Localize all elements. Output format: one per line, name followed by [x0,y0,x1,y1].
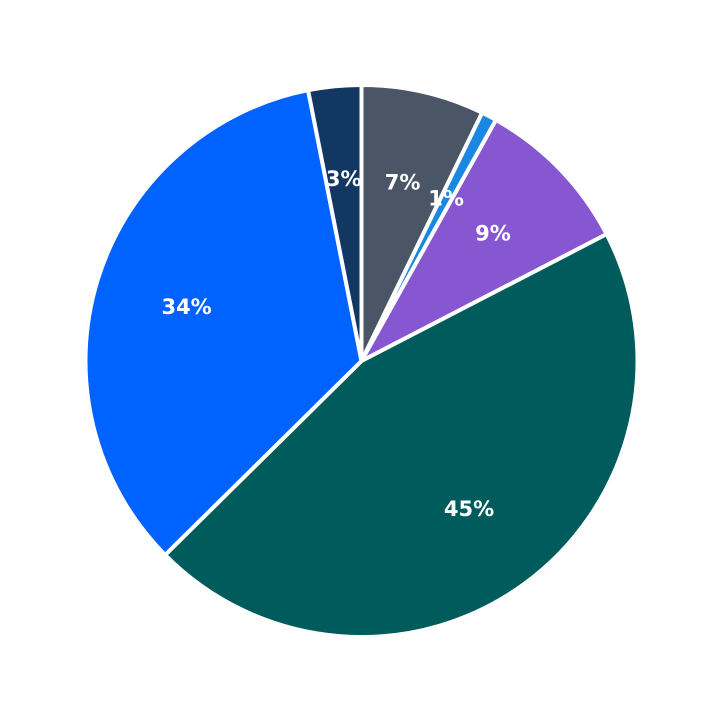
pie-slice-label: 34% [161,295,211,319]
pie-slices [83,83,640,639]
pie-slice [359,83,485,363]
pie-slice [359,117,609,363]
pie-slice [306,83,364,363]
pie-slice-label: 3% [326,167,362,191]
pie-slice [83,88,364,557]
pie-slice-label: 1% [428,187,464,211]
pie-slice-label: 45% [444,497,494,521]
pie-slice [163,232,640,639]
pie-slice-label: 7% [385,171,421,195]
pie-slice-label: 9% [475,222,511,246]
pie-labels: 7% 1% 9% 45% 34% 3% [161,167,510,521]
